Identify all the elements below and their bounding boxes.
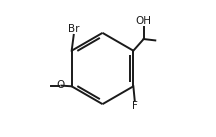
Text: O: O: [57, 80, 65, 90]
Text: Br: Br: [68, 24, 79, 34]
Text: OH: OH: [136, 16, 152, 26]
Text: F: F: [132, 101, 138, 111]
